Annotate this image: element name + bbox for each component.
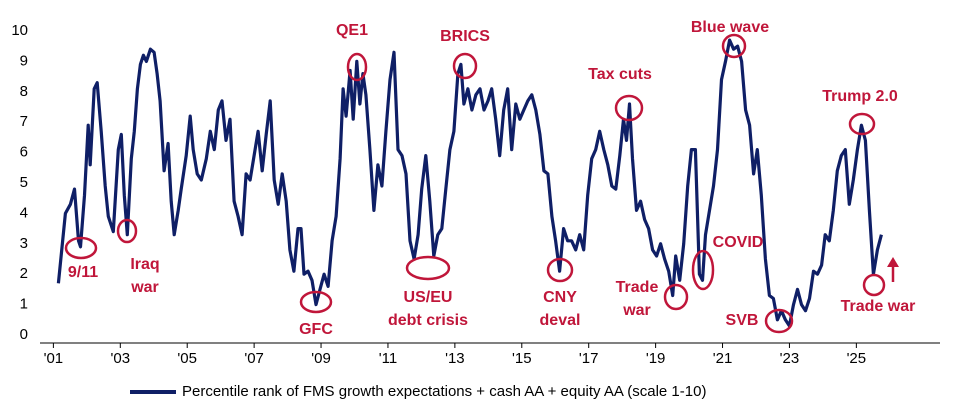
- y-tick-label: 9: [20, 52, 28, 69]
- x-tick-label: '11: [379, 350, 397, 367]
- annotation-circle: [64, 236, 98, 260]
- annotation-label: CNY: [543, 289, 577, 306]
- annotation-label: QE1: [336, 22, 368, 39]
- annotation-label: Iraq: [130, 256, 159, 273]
- y-tick-label: 8: [20, 83, 28, 100]
- x-tick-label: '15: [512, 350, 532, 367]
- annotation-circle: [691, 249, 715, 291]
- annotation-label: BRICS: [440, 28, 490, 45]
- annotation-label: deval: [540, 312, 581, 329]
- annotation-circle: [346, 52, 368, 82]
- x-tick-label: '21: [713, 350, 733, 367]
- x-tick-label: '09: [311, 350, 331, 367]
- annotation-label: debt crisis: [388, 312, 468, 329]
- annotation-circle: [299, 290, 333, 314]
- x-tick-label: '23: [780, 350, 800, 367]
- x-tick-label: '03: [111, 350, 131, 367]
- y-tick-label: 10: [11, 22, 28, 39]
- y-tick-label: 3: [20, 235, 28, 252]
- x-tick-label: '05: [177, 350, 197, 367]
- y-tick-label: 6: [20, 144, 28, 161]
- annotation-circle: [764, 308, 794, 334]
- annotation-label: war: [130, 279, 159, 296]
- annotation-circle: [614, 94, 644, 122]
- annotation-circle: [721, 33, 747, 59]
- annotation-label: Trade: [616, 279, 659, 296]
- annotation-label: US/EU: [404, 289, 453, 306]
- annotation-label: SVB: [726, 312, 759, 329]
- x-tick-label: '13: [445, 350, 465, 367]
- arrow-head: [887, 257, 899, 267]
- annotation-label: Blue wave: [691, 19, 769, 36]
- annotation-label: Trump 2.0: [822, 88, 898, 105]
- legend-label: Percentile rank of FMS growth expectatio…: [182, 383, 706, 400]
- x-tick-label: '01: [44, 350, 64, 367]
- y-tick-label: 1: [20, 296, 28, 313]
- annotation-label: COVID: [713, 234, 764, 251]
- annotation-circle: [862, 273, 886, 297]
- annotation-circle: [116, 218, 138, 244]
- annotation-circle: [663, 283, 689, 311]
- annotation-label: Trade war: [841, 298, 916, 315]
- annotation-label: GFC: [299, 321, 333, 338]
- annotation-label: Tax cuts: [588, 66, 652, 83]
- annotation-circle: [452, 52, 478, 80]
- x-tick-label: '17: [579, 350, 599, 367]
- annotation-circle: [405, 255, 451, 281]
- annotation-label: war: [622, 302, 651, 319]
- x-tick-label: '07: [244, 350, 264, 367]
- y-tick-label: 0: [20, 326, 28, 343]
- y-tick-label: 2: [20, 265, 28, 282]
- x-tick-label: '25: [847, 350, 867, 367]
- annotation-circle: [546, 257, 574, 283]
- series-line: [56, 38, 883, 328]
- y-tick-label: 5: [20, 174, 28, 191]
- annotation-label: 9/11: [68, 264, 98, 281]
- y-tick-label: 7: [20, 113, 28, 130]
- y-tick-label: 4: [20, 204, 28, 221]
- x-tick-label: '19: [646, 350, 666, 367]
- annotation-circle: [848, 112, 876, 136]
